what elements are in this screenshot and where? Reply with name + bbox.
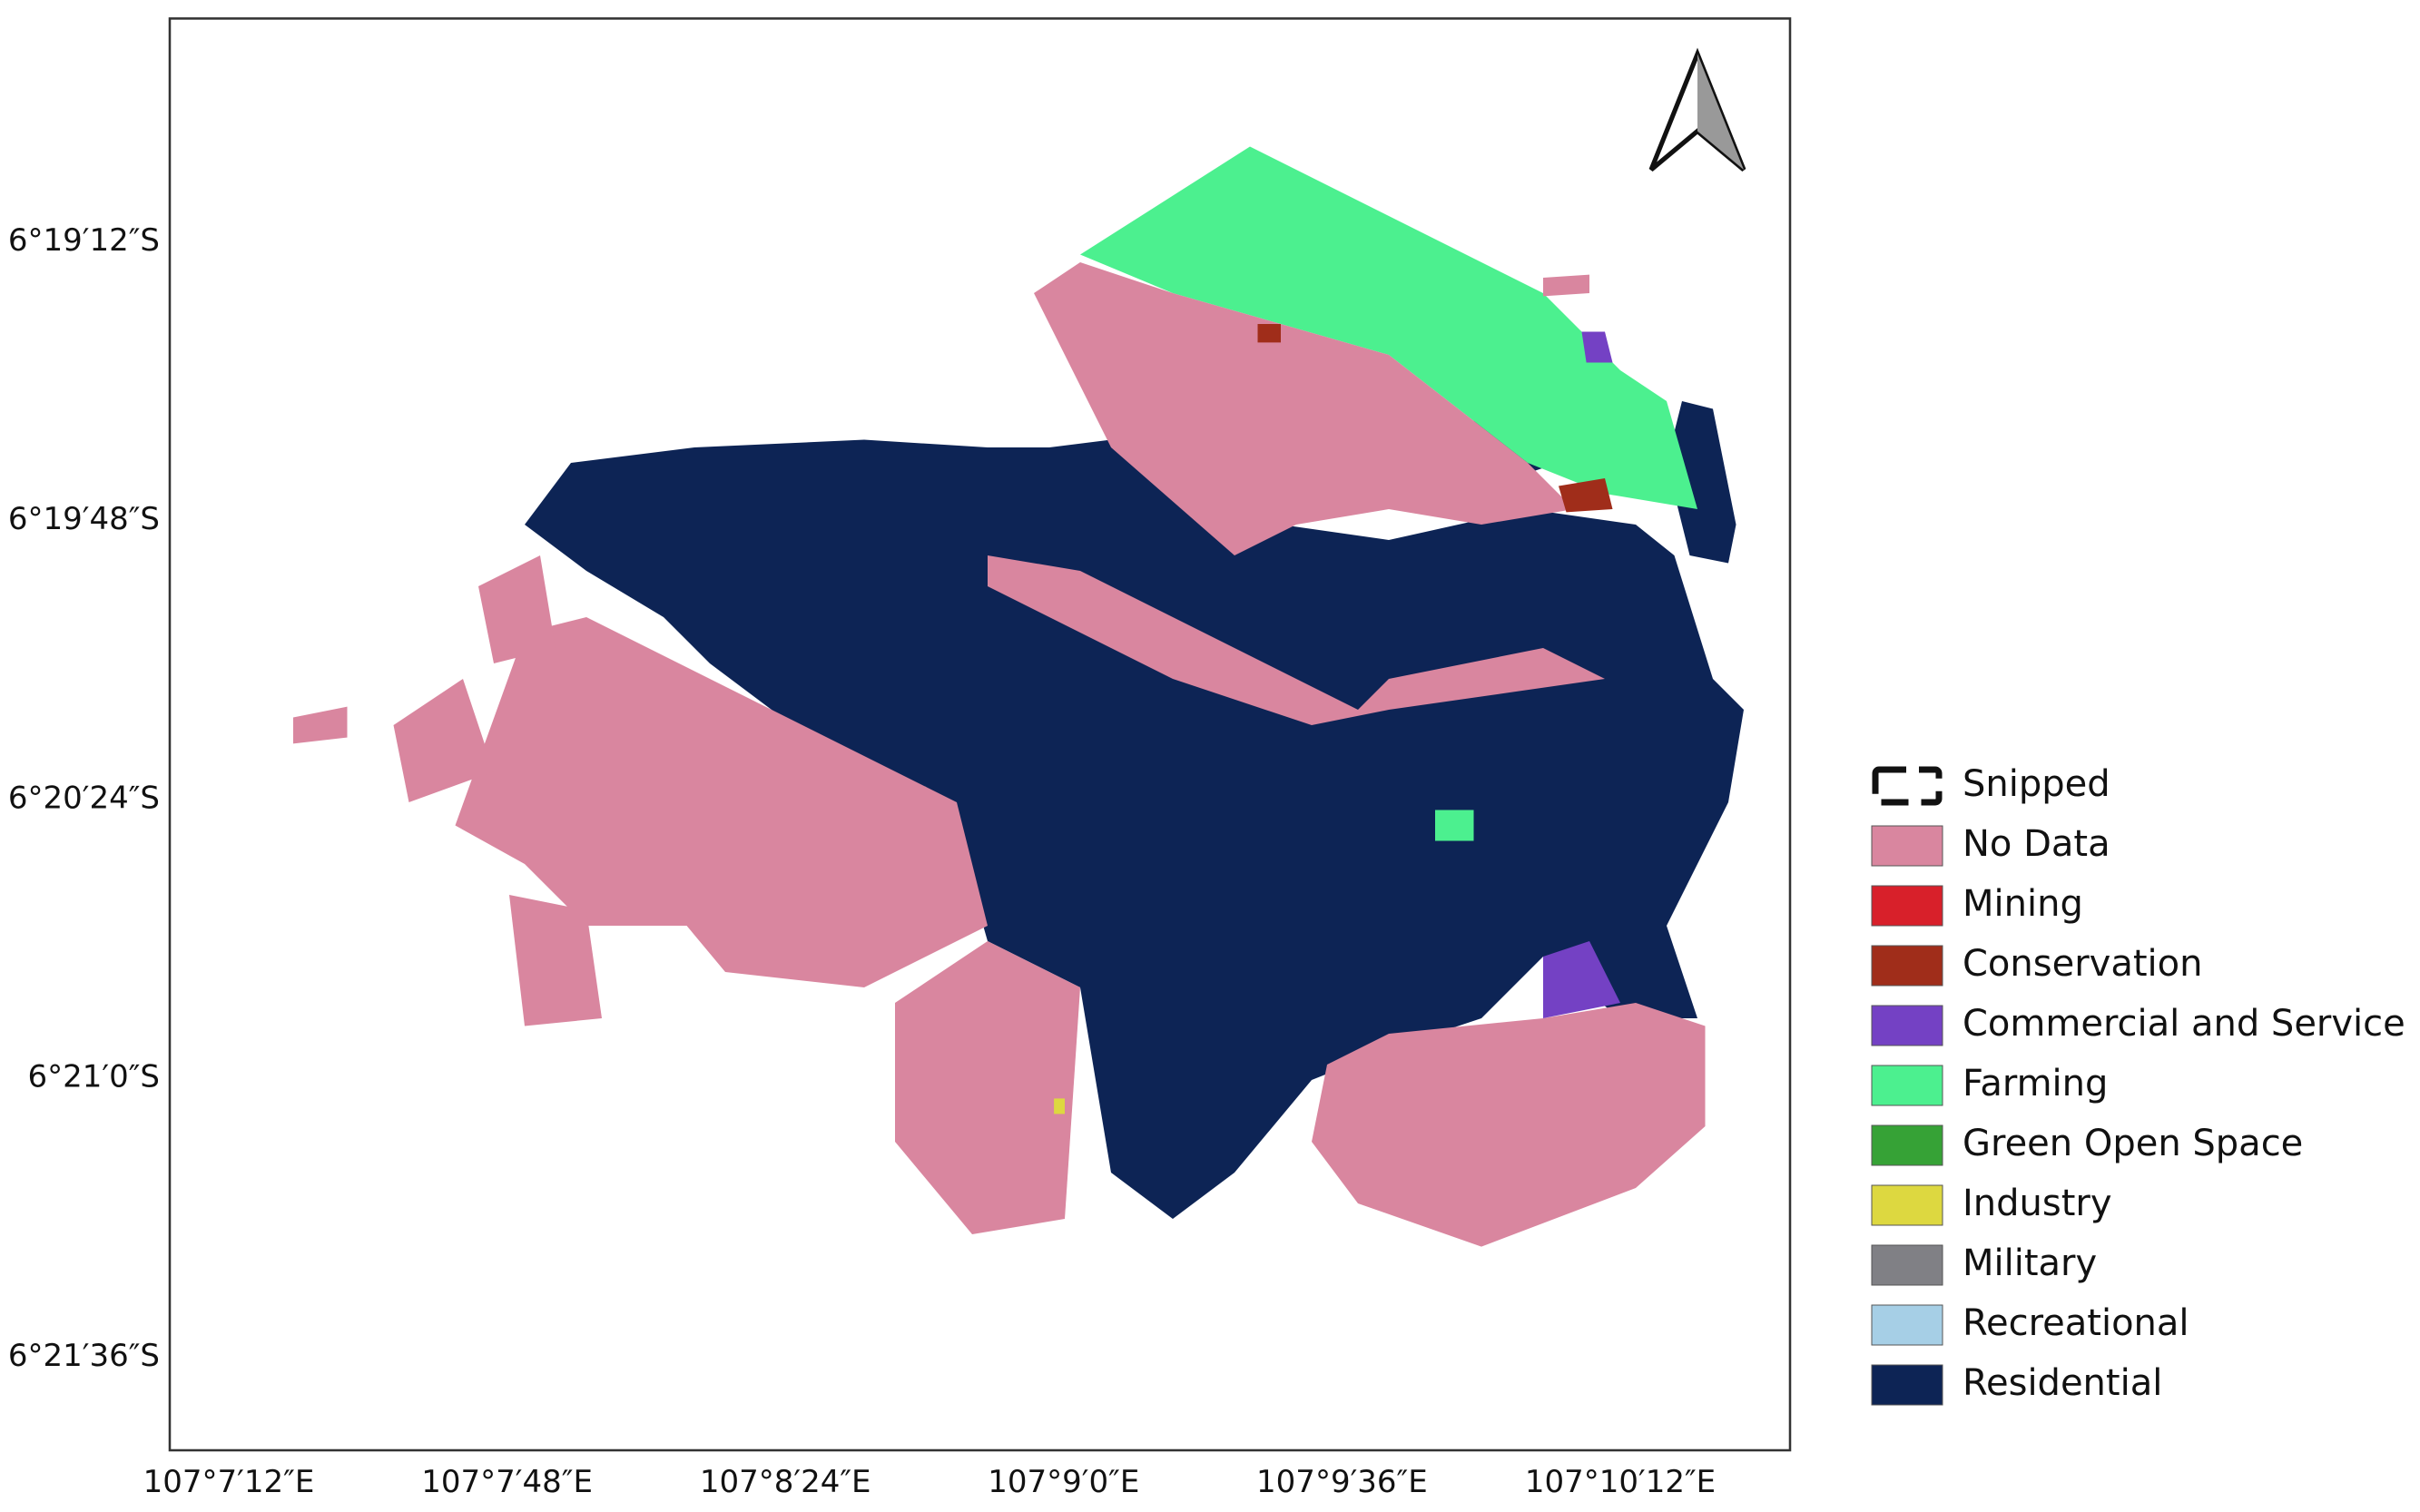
x-tick-label: 107°9′0″E: [988, 1464, 1139, 1500]
farming-area: [1435, 810, 1474, 841]
legend-swatch: [1871, 1065, 1943, 1106]
industry-area: [1054, 1098, 1065, 1114]
y-tick-label: 6°20′24″S: [8, 780, 160, 816]
legend-swatch: [1871, 1184, 1943, 1226]
legend-label: Residential: [1963, 1362, 2162, 1404]
x-tick-label: 107°9′36″E: [1256, 1464, 1428, 1500]
legend-label: Recreational: [1963, 1302, 2189, 1344]
y-tick-label: 6°21′0″S: [27, 1059, 160, 1095]
legend-swatch: [1871, 1304, 1943, 1346]
legend-label: Military: [1963, 1242, 2097, 1284]
north-arrow-shade: [1697, 54, 1744, 170]
no-data-area: [1034, 262, 1574, 555]
x-tick-label: 107°7′48″E: [421, 1464, 593, 1500]
map-area: [168, 17, 1792, 1452]
legend-label: No Data: [1963, 823, 2110, 865]
no-data-area: [895, 941, 1080, 1234]
x-tick-label: 107°10′12″E: [1525, 1464, 1716, 1500]
legend-label: Commercial and Service: [1963, 1003, 2405, 1045]
graticule-labels: 107°7′12″E 107°7′48″E 107°8′24″E 107°9′0″E 1…: [8, 222, 1716, 1500]
legend-swatch: [1871, 1005, 1943, 1046]
legend-label: Conservation: [1963, 943, 2202, 985]
residential-area: [525, 432, 1744, 1219]
legend-label: Mining: [1963, 883, 2083, 925]
y-tick-label: 6°19′48″S: [8, 501, 160, 537]
residential-area: [1667, 401, 1736, 564]
legend-swatch: [1871, 945, 1943, 987]
x-tick-label: 107°7′12″E: [143, 1464, 315, 1500]
legend-swatch: [1872, 766, 1943, 806]
legend-label: Green Open Space: [1963, 1123, 2303, 1164]
y-tick-label: 6°19′12″S: [8, 222, 160, 259]
commercial-area: [1543, 941, 1620, 1018]
legend-swatch: [1871, 1124, 1943, 1166]
no-data-area: [393, 679, 494, 802]
legend-label: Farming: [1963, 1063, 2108, 1105]
no-data-area: [988, 555, 1605, 725]
no-data-area: [293, 706, 348, 744]
legend-swatch: [1871, 1364, 1943, 1406]
farming-area: [1080, 146, 1697, 509]
legend-swatch: [1871, 885, 1943, 927]
legend-swatch: [1871, 1244, 1943, 1286]
no-data-area: [509, 895, 602, 1026]
no-data-area: [478, 555, 556, 663]
legend-label: Snipped: [1963, 763, 2110, 805]
no-data-area: [1543, 274, 1589, 297]
y-tick-label: 6°21′36″S: [8, 1338, 160, 1374]
x-tick-label: 107°8′24″E: [700, 1464, 871, 1500]
no-data-area: [1312, 1003, 1706, 1247]
legend-swatch: [1871, 825, 1943, 867]
legend: Snipped No Data Mining Conservation Commerci…: [1871, 763, 2405, 1406]
conservation-area: [1257, 324, 1281, 343]
no-data-area: [455, 617, 988, 987]
legend-label: Industry: [1963, 1183, 2112, 1224]
commercial-area: [1581, 331, 1613, 363]
conservation-area: [1559, 478, 1613, 513]
